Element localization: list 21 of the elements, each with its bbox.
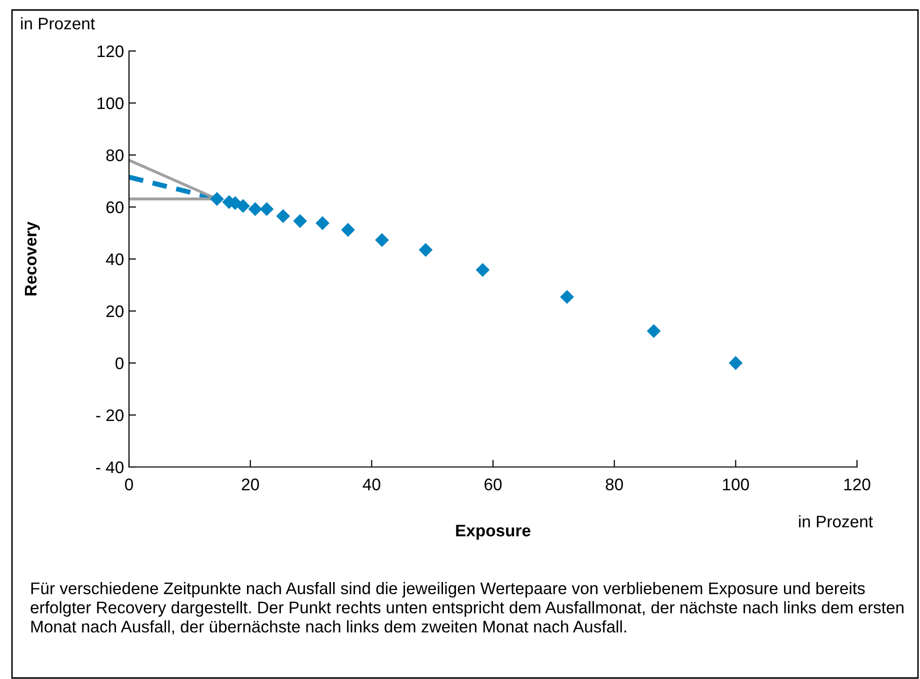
y-tick-label: 60 bbox=[106, 201, 124, 214]
y-tick-label: - 40 bbox=[96, 461, 124, 474]
y-axis-title: Recovery bbox=[24, 222, 40, 296]
x-tick-label: 20 bbox=[242, 478, 259, 490]
x-tick-label: 0 bbox=[125, 478, 133, 490]
x-tick-label: 120 bbox=[844, 478, 870, 490]
y-tick-label: - 20 bbox=[96, 409, 124, 422]
y-tick-label: 20 bbox=[106, 305, 124, 318]
y-tick-label: 120 bbox=[98, 45, 124, 58]
x-tick-label: 40 bbox=[362, 478, 380, 490]
y-tick-label: 80 bbox=[106, 149, 124, 162]
y-tick-label: 40 bbox=[106, 253, 124, 266]
y-tick-label: 0 bbox=[116, 357, 124, 370]
y-tick-label: 100 bbox=[98, 97, 124, 110]
x-axis-title: Exposure bbox=[456, 524, 530, 540]
x-tick-label: 80 bbox=[606, 478, 623, 490]
text: in Prozent bbox=[799, 515, 873, 528]
x-tick-label: 100 bbox=[723, 478, 749, 490]
text: in Prozent bbox=[21, 17, 95, 30]
text: Für verschiedene Zeitpunkte nach Ausfall sind die jeweiligen Wertepaare von verbliebenem Exposure und bereits erfolgter Recovery dargestellt. Der Punkt rechts unten entspricht dem Ausfallmonat, der nächste nach links dem ersten Monat nach Ausfall, der übernächste nach links dem zweiten Monat nach Ausfall. bbox=[30, 582, 904, 635]
x-tick-label: 60 bbox=[484, 478, 502, 490]
